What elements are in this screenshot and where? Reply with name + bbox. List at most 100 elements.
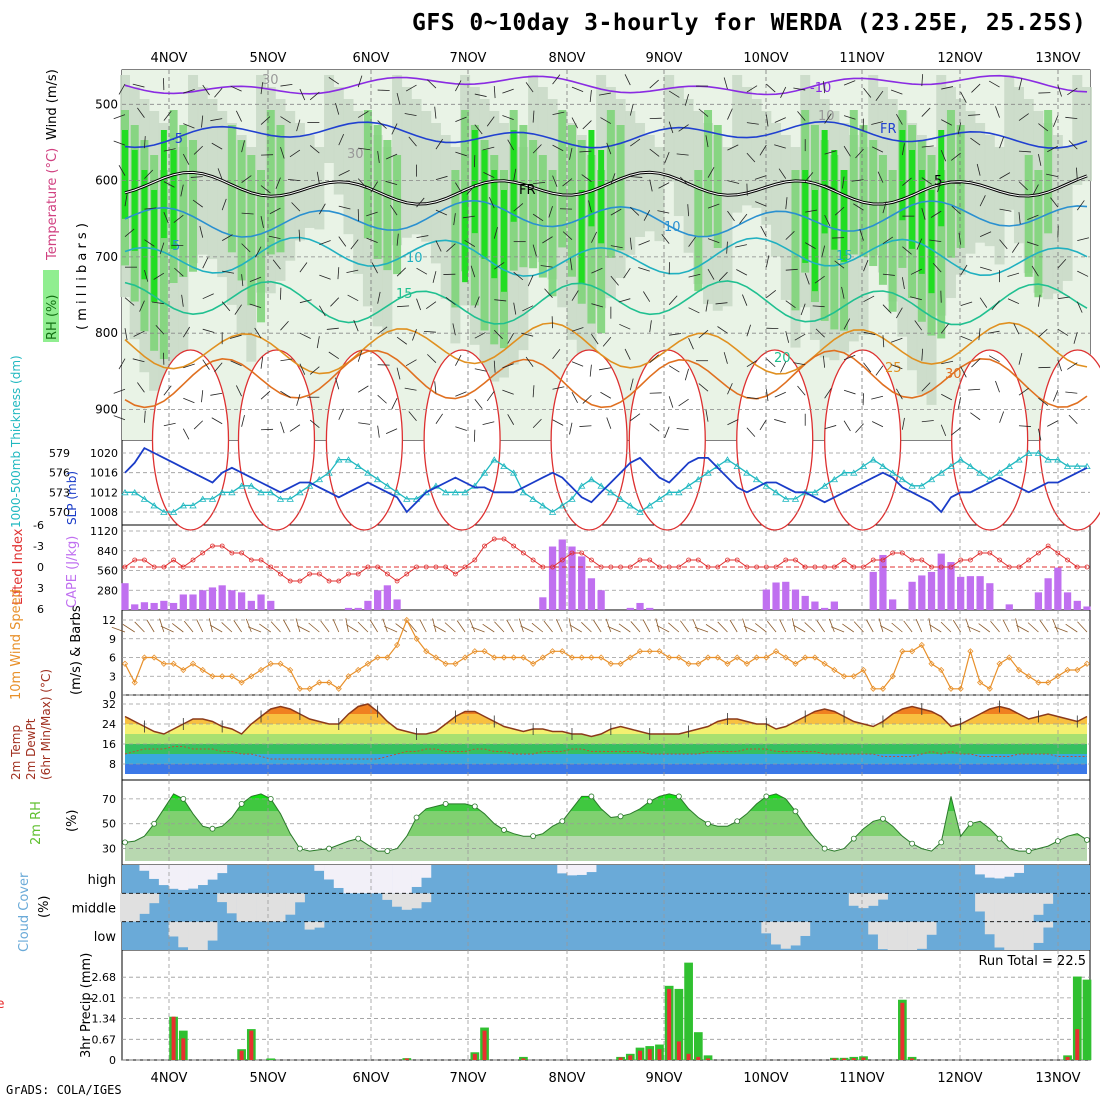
wind-barb (230, 360, 242, 367)
wind-barb (1018, 113, 1029, 121)
precip-convective-bar (1075, 1029, 1080, 1060)
rh-band (694, 170, 703, 292)
cape-tick-label: 560 (97, 565, 118, 578)
thickness-point (315, 475, 324, 483)
wind-barb (902, 177, 912, 186)
wind-tick-label: 9 (109, 633, 116, 646)
wind-barb (309, 366, 320, 375)
wind-barb (995, 380, 1000, 393)
li-point (355, 571, 361, 577)
surface-wind-barb (320, 620, 330, 633)
precip-total-bar (684, 962, 693, 1060)
li-ylabel: Lifted Index (11, 528, 26, 605)
wind-speed-point (743, 660, 750, 667)
cloud-gap (285, 893, 296, 915)
cape-bar (937, 553, 945, 610)
x-tick-label-bottom: 5NOV (250, 1071, 287, 1086)
wind-barb (1076, 301, 1083, 313)
surface-wind-barb (593, 620, 602, 633)
wind-barb (192, 199, 203, 208)
rh-point (122, 839, 128, 846)
wind-barb (552, 386, 565, 390)
wind-barb (483, 171, 495, 178)
rh-band (471, 130, 478, 234)
wind-barb (366, 211, 378, 217)
thickness-point (500, 462, 508, 470)
surface-wind-barb (915, 619, 923, 633)
thickness-point (160, 508, 168, 515)
rh-point (763, 793, 770, 800)
wind-tick-label: 12 (102, 614, 116, 627)
cape-bar (344, 607, 353, 610)
cape-bar (208, 587, 217, 610)
thickness-ylabel: 1000-500mb Thickness (dm) (9, 355, 23, 528)
surface-wind-barb (296, 625, 310, 633)
cloud-gap (168, 865, 179, 889)
wind-barb (272, 259, 281, 270)
cape-bar (587, 578, 596, 610)
wind-barb (181, 294, 184, 307)
cloud-gap (994, 921, 1005, 948)
cape-bar (539, 597, 547, 610)
rh-band (899, 130, 906, 221)
wind-speed-point (977, 679, 984, 686)
thickness-point (305, 482, 314, 489)
li-point (637, 557, 643, 563)
cloud-gap (294, 893, 305, 903)
wind-barb (299, 262, 308, 273)
li-point (316, 571, 322, 577)
wind-barb (610, 275, 619, 286)
wind-barb (426, 301, 437, 310)
surface-wind-barb (729, 619, 738, 633)
cloud-gap (1004, 865, 1015, 877)
wind-barb (118, 83, 126, 95)
surface-wind-barb (259, 623, 271, 633)
surface-wind-barb (891, 622, 903, 633)
wind-speed-point (860, 666, 867, 674)
slp-line (124, 446, 1088, 514)
wind-barb (408, 136, 417, 147)
li-point (190, 557, 196, 563)
wind-barb (291, 202, 301, 212)
precip-convective-bar (1065, 1056, 1070, 1060)
rh-band (635, 123, 646, 237)
wind-barb (979, 195, 986, 207)
wind-barb (466, 185, 476, 195)
thickness-tick-label: 570 (49, 506, 70, 519)
x-tick-label-top: 6NOV (353, 51, 390, 66)
surface-wind-barb (482, 623, 495, 633)
wind-barb (455, 391, 467, 397)
li-point (793, 557, 798, 563)
wind-label: Wind (m/s) (45, 69, 60, 140)
li-point (443, 564, 449, 570)
li-point (579, 550, 585, 556)
temp-band (125, 754, 1087, 764)
wind-barb (1007, 272, 1020, 277)
wind-speed-point (500, 654, 508, 661)
wind-barb (377, 326, 388, 335)
cape-bar (179, 594, 187, 610)
precip-convective-bar (696, 1056, 701, 1060)
cloud-gap (168, 921, 179, 937)
wind-barb (318, 305, 326, 317)
wind-barb (610, 173, 616, 185)
thickness-point (276, 495, 285, 502)
wind-speed-point (170, 660, 177, 667)
wind-barb (275, 177, 281, 189)
wind-barb (234, 304, 242, 315)
wind-barb (371, 262, 378, 274)
wind-barb (289, 424, 301, 432)
li-point (142, 557, 147, 563)
wind-barb (976, 163, 981, 176)
wind-barb (800, 303, 806, 316)
x-tick-label-top: 13NOV (1035, 51, 1080, 66)
li-point (686, 557, 691, 563)
li-point (647, 557, 653, 563)
wind-barb (113, 388, 126, 394)
wind-barb (804, 273, 810, 285)
wind-speed-point (588, 654, 595, 661)
wind-barb (951, 205, 961, 215)
wind-speed-point (413, 635, 420, 642)
wind-speed-point (364, 660, 371, 667)
wind-barb (347, 294, 359, 302)
